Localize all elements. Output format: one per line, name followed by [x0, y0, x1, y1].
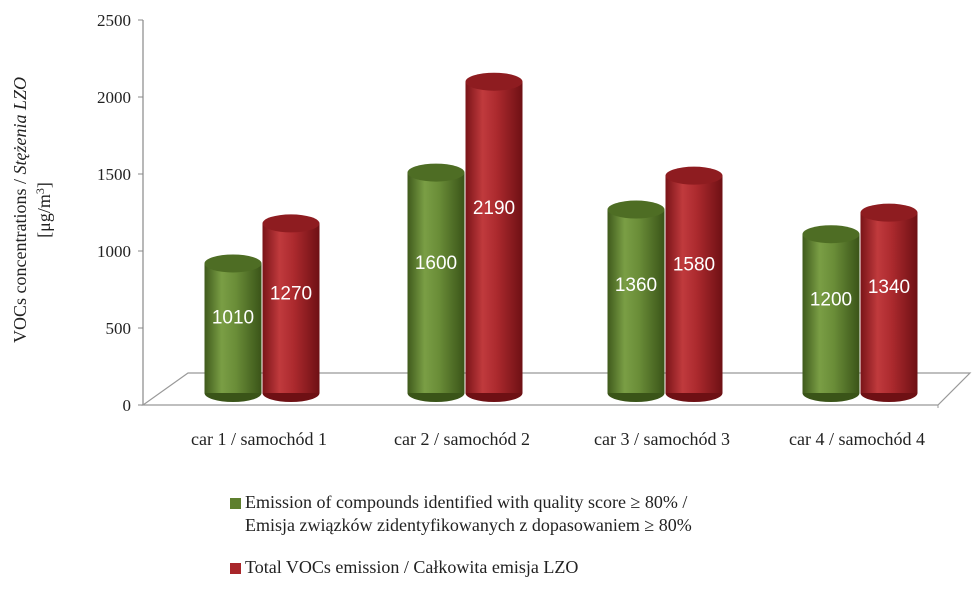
chart-floor — [141, 372, 972, 406]
bar-red-1 — [262, 214, 320, 402]
axes: 0 500 1000 1500 2000 2500 — [97, 11, 972, 415]
value-label-green-3: 1360 — [615, 275, 657, 296]
bar-body — [407, 172, 465, 393]
y-axis-unit-close: ] — [34, 182, 54, 188]
y-axis-unit-sup: 3 — [33, 188, 47, 194]
bar-top-cap — [407, 163, 465, 182]
y-axis-title-italic: Stężenia LZO — [10, 77, 30, 175]
bar-body — [860, 212, 918, 393]
legend-text-red: Total VOCs emission / Całkowita emisja L… — [245, 557, 579, 577]
bar-body — [204, 263, 262, 393]
legend-swatch-green — [230, 498, 241, 509]
y-tick-label: 1000 — [97, 242, 131, 261]
category-label-1: car 1 / samochód 1 — [191, 429, 327, 449]
labels: 1010 1270 car 1 / samochód 1 1600 2190 car 2 … — [191, 198, 925, 449]
y-tick-label: 500 — [106, 319, 132, 338]
category-label-2: car 2 / samochód 2 — [394, 429, 530, 449]
bar-red-2 — [465, 72, 523, 402]
value-label-green-2: 1600 — [415, 253, 457, 274]
bar-body — [665, 175, 723, 393]
bars — [204, 72, 918, 402]
y-axis-unit-text: [μg/m — [34, 194, 54, 238]
bar-top-cap — [607, 200, 665, 219]
bar-top-cap — [465, 72, 523, 91]
legend-text-green-line2: Emisja związków zidentyfikowanych z dopa… — [245, 515, 692, 535]
y-axis-title-text: VOCs concentrations / — [10, 175, 30, 343]
bar-body — [262, 223, 320, 393]
category-label-3: car 3 / samochód 3 — [594, 429, 730, 449]
bar-green-3 — [607, 200, 665, 402]
bar-green-2 — [407, 163, 465, 402]
bar-green-1 — [204, 254, 262, 402]
bar-top-cap — [802, 225, 860, 244]
legend-swatch-red — [230, 563, 241, 574]
bar-top-cap — [262, 214, 320, 233]
bar-red-4 — [860, 203, 918, 402]
value-label-red-4: 1340 — [868, 277, 910, 298]
legend-text-green-line1: Emission of compounds identified with qu… — [245, 492, 688, 512]
y-axis-unit: [μg/m3] — [33, 182, 54, 238]
y-tick-label: 2500 — [97, 11, 131, 30]
bar-top-cap — [204, 254, 262, 273]
bar-body — [465, 81, 523, 394]
y-tick-label: 2000 — [97, 88, 131, 107]
bar-body — [607, 209, 665, 393]
bar-top-cap — [860, 203, 918, 222]
value-label-green-4: 1200 — [810, 290, 852, 311]
y-tick-label: 0 — [123, 396, 132, 415]
y-axis-title: VOCs concentrations / Stężenia LZO — [10, 77, 30, 343]
value-label-green-1: 1010 — [212, 307, 254, 328]
bar-green-4 — [802, 225, 860, 402]
value-label-red-2: 2190 — [473, 198, 515, 219]
value-label-red-1: 1270 — [270, 283, 312, 304]
value-label-red-3: 1580 — [673, 255, 715, 276]
bar-red-3 — [665, 166, 723, 402]
bar-body — [802, 234, 860, 393]
bar-top-cap — [665, 166, 723, 185]
y-tick-label: 1500 — [97, 165, 131, 184]
category-label-4: car 4 / samochód 4 — [789, 429, 925, 449]
